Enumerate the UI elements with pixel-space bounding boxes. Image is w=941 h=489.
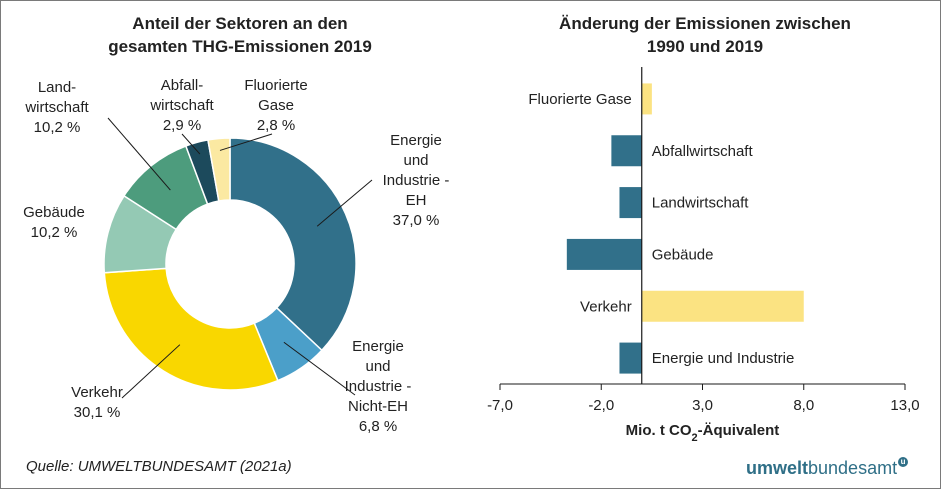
slice-value: 10,2 % [30,224,78,241]
slice-label-line: Industrie - [382,172,450,189]
slice-label-line: Verkehr [71,384,123,401]
leader-line [107,117,171,191]
slice-label-line: Gase [258,97,294,114]
slice-label-line: EH [405,192,427,209]
donut-chart-title: Anteil der Sektoren an den gesamten THG-… [40,12,440,58]
bar [641,290,804,322]
slice-label-line: Fluorierte [244,77,308,94]
slice-label-line: Gebäude [23,204,85,221]
logo-mark-icon: u [898,457,909,467]
x-axis-title: Mio. t CO2-Äquivalent [626,422,780,444]
category-label: Energie und Industrie [652,350,795,367]
category-label: Verkehr [580,298,632,315]
x-tick-label: -7,0 [487,397,513,414]
bar [619,187,642,219]
slice-label-landwirtschaft: Land- wirtschaft 10,2 % [10,78,104,138]
category-label: Gebäude [652,246,714,263]
x-tick-label: -2,0 [588,397,614,414]
slice-label-line: wirtschaft [25,99,89,116]
bar-title-line1: Änderung der Emissionen zwischen [559,14,851,33]
donut-slice [207,137,231,202]
x-tick-label: 8,0 [793,397,814,414]
slice-label-line: Industrie - [344,378,412,395]
leader-line [283,341,356,396]
umweltbundesamt-logo: umweltbundesamt u [746,457,909,479]
donut-title-line2: gesamten THG-Emissionen 2019 [108,37,372,56]
slice-label-line: Energie [352,338,404,355]
source-note: Quelle: UMWELTBUNDESAMT (2021a) [26,458,292,475]
slice-label-line: Energie [390,132,442,149]
slice-value: 37,0 % [392,212,440,229]
slice-label-energie-eh: Energie und Industrie - EH 37,0 % [375,131,457,231]
x-tick-label: 13,0 [890,397,919,414]
slice-label-abfallwirtschaft: Abfall- wirtschaft 2,9 % [140,76,224,136]
donut-slice [103,267,279,391]
donut-leader-lines [107,117,373,399]
bar [619,342,642,374]
bar-chart: Fluorierte Gase Abfallwirtschaft Landwirts… [487,67,920,444]
slice-label-fluorierte-gase: Fluorierte Gase 2,8 % [232,76,320,136]
category-label: Landwirtschaft [652,195,750,212]
bar [566,238,642,270]
category-label: Abfallwirtschaft [652,143,754,160]
category-label: Fluorierte Gase [528,91,631,108]
leader-line [219,133,273,151]
bar [611,135,642,167]
bar-chart-title: Änderung der Emissionen zwischen 1990 un… [505,12,905,58]
donut-chart [103,137,357,391]
bar [641,83,652,115]
donut-slice [229,137,357,352]
slice-value: 6,8 % [358,418,398,435]
slice-value: 10,2 % [33,119,81,136]
slice-label-line: Nicht-EH [347,398,408,415]
slice-label-line: und [365,358,391,375]
bar-title-line2: 1990 und 2019 [646,37,764,56]
logo-part-bundesamt: bundesamt [808,458,898,478]
slice-label-energie-nicht-eh: Energie und Industrie - Nicht-EH 6,8 % [330,337,426,437]
slice-label-line: und [403,152,429,169]
leader-line [181,133,201,155]
slice-label-line: Land- [37,79,77,96]
logo-part-umwelt: umwelt [746,458,809,478]
slice-value: 2,9 % [162,117,202,134]
slice-label-gebaeude: Gebäude 10,2 % [14,203,94,243]
slice-label-line: Abfall- [160,77,204,94]
slice-label-line: wirtschaft [150,97,214,114]
slice-value: 30,1 % [73,404,121,421]
slice-value: 2,8 % [256,117,296,134]
leader-line [121,344,181,399]
x-tick-label: 3,0 [692,397,713,414]
leader-line [316,179,373,227]
donut-title-line1: Anteil der Sektoren an den [132,14,348,33]
slice-label-verkehr: Verkehr 30,1 % [58,383,136,423]
